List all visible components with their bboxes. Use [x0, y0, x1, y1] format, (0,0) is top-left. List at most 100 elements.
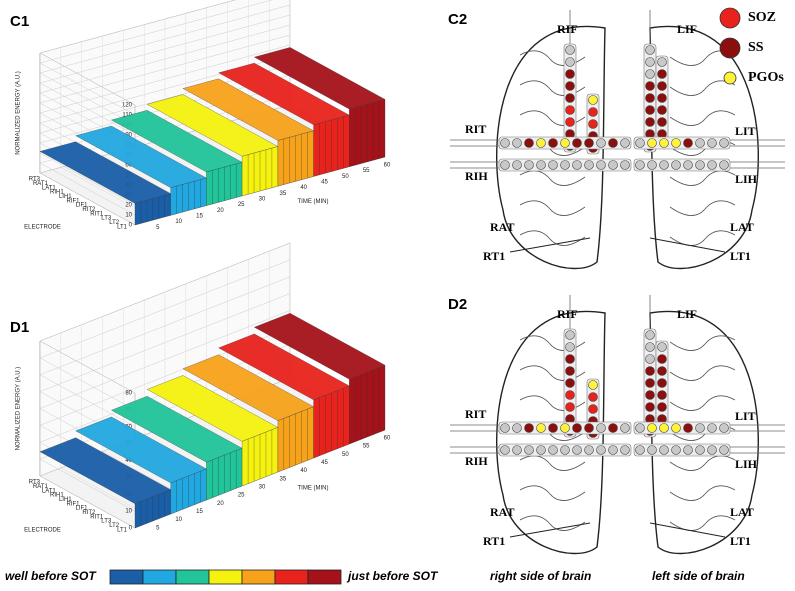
brain-label: RIT: [465, 122, 486, 136]
electrode-label: RIH1: [50, 493, 64, 499]
grid-line: [60, 47, 156, 220]
electrode: [565, 366, 575, 376]
x-tick-label: 5: [156, 225, 160, 231]
electrode: [588, 95, 598, 105]
electrode: [707, 423, 717, 433]
gyrus: [669, 365, 736, 381]
caption: left side of brain: [652, 569, 745, 583]
electrode: [695, 138, 705, 148]
x-tick-label: 20: [217, 501, 224, 507]
electrode: [584, 138, 594, 148]
scale-swatch: [142, 569, 177, 585]
brain-label: RIH: [465, 454, 488, 468]
brain-panel: D2 RIF LIF RIT LIT RIH LIH RAT LAT RT1 LT1: [448, 295, 785, 555]
electrode: [707, 160, 717, 170]
electrode: [565, 390, 575, 400]
electrode: [588, 119, 598, 129]
electrode: [596, 445, 606, 455]
y-tick-label: 0: [129, 223, 133, 229]
electrode: [657, 117, 667, 127]
brain-label: LIH: [735, 172, 758, 186]
scale-swatch: [175, 569, 210, 585]
electrode: [659, 423, 669, 433]
electrode: [572, 160, 582, 170]
electrode: [671, 138, 681, 148]
electrode: [671, 445, 681, 455]
gyrus: [669, 335, 736, 351]
electrode: [608, 445, 618, 455]
grid-line: [102, 316, 198, 504]
panel-label: D1: [10, 319, 29, 336]
electrode: [608, 423, 618, 433]
electrode: [645, 402, 655, 412]
gyrus: [519, 515, 586, 531]
gyrus: [519, 200, 586, 216]
strip: [633, 136, 731, 150]
brain-label: RIF: [557, 307, 578, 321]
electrode: [560, 423, 570, 433]
gyrus: [669, 80, 736, 96]
x-axis-label: TIME (MIN): [298, 486, 329, 492]
electrode: [524, 160, 534, 170]
electrode: [500, 423, 510, 433]
electrode: [645, 69, 655, 79]
electrode: [657, 105, 667, 115]
x-tick-label: 15: [196, 214, 203, 220]
electrode-label: RIF1: [67, 198, 81, 204]
y-tick-label: 10: [125, 509, 132, 515]
gyrus: [669, 395, 736, 411]
legend-swatch: [723, 71, 737, 85]
strip: [633, 443, 731, 457]
panel-label: C2: [448, 11, 467, 28]
gyrus: [669, 110, 736, 126]
gyrus: [519, 455, 586, 471]
panel-label: D2: [448, 296, 467, 313]
pointer: [509, 522, 591, 538]
electrode: [560, 138, 570, 148]
electrode-label: RIF1: [67, 501, 81, 507]
x-tick-label: 25: [238, 493, 245, 499]
electrode: [584, 423, 594, 433]
electrode: [657, 342, 667, 352]
electrode: [608, 138, 618, 148]
electrode: [500, 445, 510, 455]
electrode: [620, 445, 630, 455]
grid-line: [39, 0, 236, 106]
electrode: [657, 402, 667, 412]
brain-label: LAT: [730, 505, 754, 519]
electrode: [657, 354, 667, 364]
electrode-label: RIT2: [82, 207, 96, 213]
electrode: [635, 423, 645, 433]
electrode: [524, 423, 534, 433]
pointer: [649, 522, 726, 538]
caption: right side of brain: [490, 569, 591, 583]
electrode: [671, 160, 681, 170]
electrode: [565, 69, 575, 79]
scale-end: just before SOT: [346, 569, 439, 583]
brain-label: LAT: [730, 220, 754, 234]
electrode-label: RAT1: [33, 181, 49, 187]
electrode: [635, 138, 645, 148]
z-axis-label: ELECTRODE: [24, 225, 61, 231]
electrode-label: LT2: [109, 220, 120, 226]
electrode: [659, 445, 669, 455]
electrode-label: RIT1: [90, 211, 104, 217]
grid-line: [60, 332, 156, 521]
brain-label: RAT: [490, 505, 514, 519]
gyrus: [519, 485, 586, 501]
x-tick-label: 5: [156, 525, 160, 531]
gyrus: [669, 455, 736, 471]
electrode-label: RIH1: [50, 190, 64, 196]
strip: [633, 158, 731, 172]
x-tick-label: 35: [279, 191, 286, 197]
electrode: [584, 160, 594, 170]
strip: [633, 421, 731, 435]
electrode: [565, 342, 575, 352]
electrode: [645, 117, 655, 127]
electrode: [707, 445, 717, 455]
electrode: [588, 107, 598, 117]
electrode: [588, 380, 598, 390]
electrode: [647, 445, 657, 455]
electrode: [565, 378, 575, 388]
electrode: [645, 342, 655, 352]
